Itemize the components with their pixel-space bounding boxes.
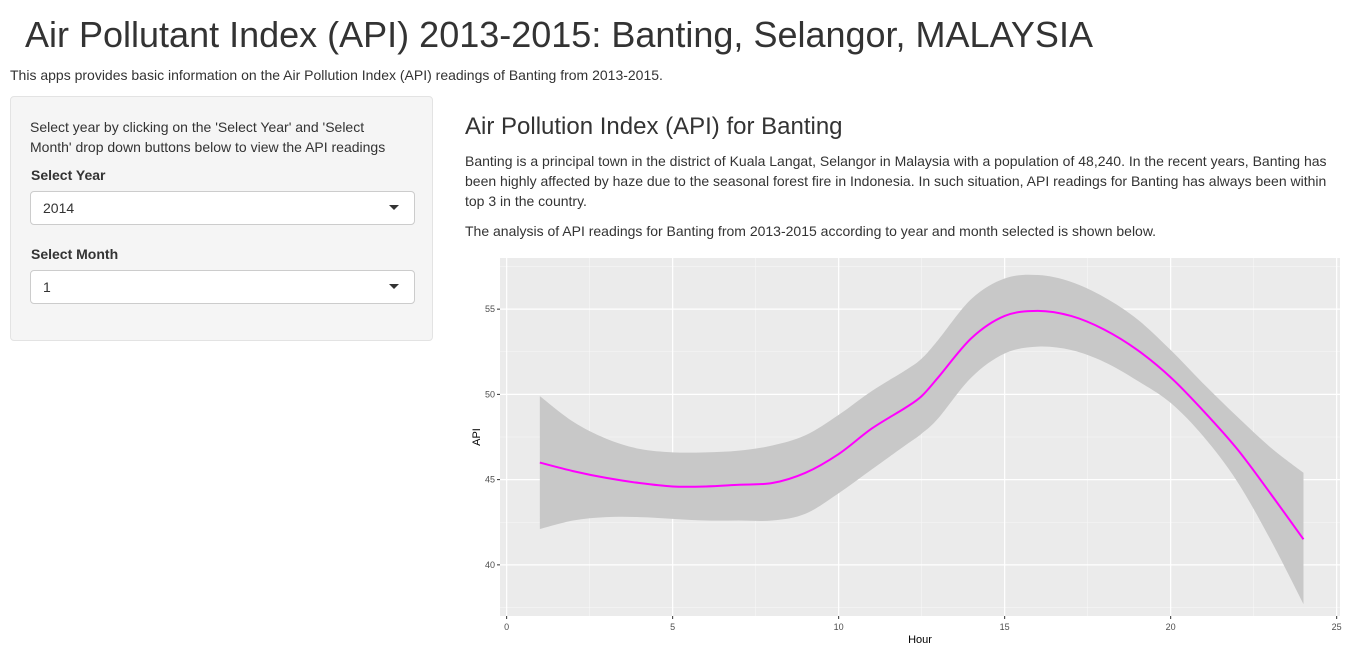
x-axis-label: Hour	[908, 634, 932, 646]
analysis-text: The analysis of API readings for Banting…	[465, 223, 1157, 239]
main-description: Banting is a principal town in the distr…	[465, 153, 1327, 209]
intro-text: This apps provides basic information on …	[10, 67, 663, 83]
minor-grid	[500, 258, 1340, 616]
confidence-band	[539, 274, 1304, 605]
select-year-dropdown[interactable]: 2014	[30, 191, 415, 225]
y-tick-label: 55	[485, 304, 495, 314]
select-month-value: 1	[43, 279, 51, 295]
y-axis: 40 45 50 55	[485, 304, 500, 570]
page-title: Air Pollutant Index (API) 2013-2015: Ban…	[25, 14, 1093, 55]
y-axis-label: API	[471, 428, 483, 446]
x-tick-label: 25	[1332, 622, 1342, 632]
api-chart: 0 5 10 15 20 25 40 45 50 55 Hour API	[471, 258, 1342, 646]
trend-line	[539, 309, 1305, 540]
x-tick-label: 15	[1000, 622, 1010, 632]
select-year-value: 2014	[43, 200, 75, 216]
y-tick-label: 50	[485, 389, 495, 399]
chevron-down-icon	[389, 205, 399, 210]
x-tick-label: 10	[834, 622, 844, 632]
select-month-label: Select Month	[31, 246, 119, 262]
x-tick-label: 0	[504, 622, 509, 632]
chevron-down-icon	[389, 284, 399, 289]
select-year-label: Select Year	[31, 167, 106, 183]
main-heading: Air Pollution Index (API) for Banting	[465, 113, 843, 140]
x-tick-label: 20	[1166, 622, 1176, 632]
x-axis: 0 5 10 15 20 25	[504, 616, 1342, 632]
x-tick-label: 5	[670, 622, 675, 632]
sidebar-help-text: Select year by clicking on the 'Select Y…	[30, 119, 386, 155]
y-tick-label: 45	[485, 475, 495, 485]
y-tick-label: 40	[485, 560, 495, 570]
select-month-dropdown[interactable]: 1	[30, 270, 415, 304]
sidebar-panel: Select year by clicking on the 'Select Y…	[10, 96, 433, 341]
